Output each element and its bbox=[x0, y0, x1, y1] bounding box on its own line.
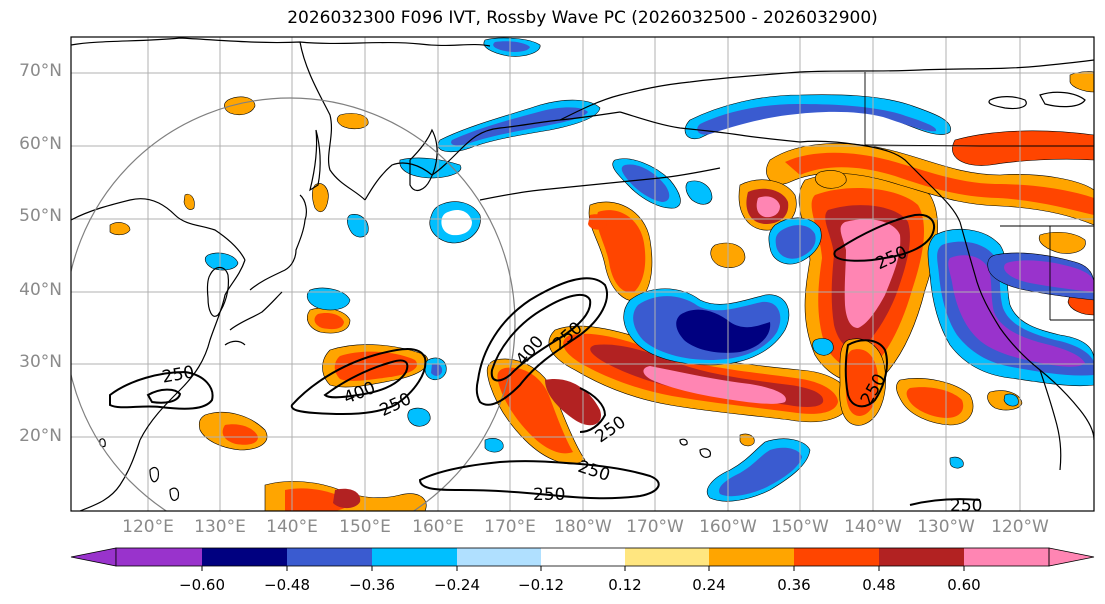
lon-label-120e: 120°E bbox=[122, 517, 174, 537]
region-circle bbox=[71, 97, 516, 511]
colorbar-segment bbox=[794, 548, 879, 566]
colorbar-tick-label: −0.24 bbox=[434, 576, 480, 594]
lon-label-160e: 160°E bbox=[412, 517, 464, 537]
colorbar-segment bbox=[372, 548, 457, 566]
colorbar-tick-label: 0.36 bbox=[777, 576, 811, 594]
colorbar-extend-right bbox=[1048, 547, 1095, 567]
colorbar-segment bbox=[541, 548, 625, 566]
colorbar-segment bbox=[202, 548, 287, 566]
map-area: 250 400 250 400 250 250 250 250 250 250 … bbox=[71, 37, 1094, 516]
lat-label-40n: 40°N bbox=[19, 280, 62, 300]
contour-label: 250 bbox=[950, 496, 982, 516]
colorbar-segment bbox=[625, 548, 709, 566]
colorbar bbox=[70, 547, 1095, 571]
grid-lines bbox=[71, 37, 1094, 511]
lon-label-140w: 140°W bbox=[844, 517, 902, 537]
lon-label-170e: 170°E bbox=[484, 517, 536, 537]
colorbar-tick-label: −0.60 bbox=[179, 576, 225, 594]
lat-label-50n: 50°N bbox=[19, 206, 62, 226]
colorbar-extend-left bbox=[70, 547, 117, 567]
colorbar-tick-label: 0.24 bbox=[692, 576, 726, 594]
lon-label-170w: 170°W bbox=[626, 517, 684, 537]
colorbar-tick-label: −0.48 bbox=[264, 576, 310, 594]
colorbar-segment bbox=[457, 548, 541, 566]
map-frame bbox=[70, 36, 1095, 512]
lat-label-70n: 70°N bbox=[19, 61, 62, 81]
map-title: 2026032300 F096 IVT, Rossby Wave PC (202… bbox=[287, 8, 878, 28]
colorbar-segment bbox=[116, 548, 202, 566]
lat-label-20n: 20°N bbox=[19, 426, 62, 446]
lon-label-160w: 160°W bbox=[699, 517, 757, 537]
colorbar-segment bbox=[709, 548, 794, 566]
lon-label-120w: 120°W bbox=[991, 517, 1049, 537]
colorbar-tick-label: 0.60 bbox=[947, 576, 981, 594]
colorbar-tick-label: −0.12 bbox=[518, 576, 564, 594]
lon-label-150e: 150°E bbox=[339, 517, 391, 537]
ivt-line-contours bbox=[109, 213, 981, 506]
colorbar-segment bbox=[964, 548, 1049, 566]
lon-label-140e: 140°E bbox=[266, 517, 318, 537]
coastlines bbox=[71, 37, 1094, 511]
colorbar-segment bbox=[879, 548, 964, 566]
lon-label-150w: 150°W bbox=[771, 517, 829, 537]
lon-label-130e: 130°E bbox=[194, 517, 246, 537]
lat-label-60n: 60°N bbox=[19, 134, 62, 154]
contour-label: 250 bbox=[533, 485, 565, 505]
colorbar-segment bbox=[287, 548, 372, 566]
colorbar-tick-label: −0.36 bbox=[349, 576, 395, 594]
colorbar-tick-label: 0.48 bbox=[862, 576, 896, 594]
lat-label-30n: 30°N bbox=[19, 352, 62, 372]
lon-label-180w: 180°W bbox=[554, 517, 612, 537]
lon-label-130w: 130°W bbox=[917, 517, 975, 537]
colorbar-tick-label: 0.12 bbox=[608, 576, 642, 594]
ivt-fill-contours bbox=[109, 37, 1094, 511]
